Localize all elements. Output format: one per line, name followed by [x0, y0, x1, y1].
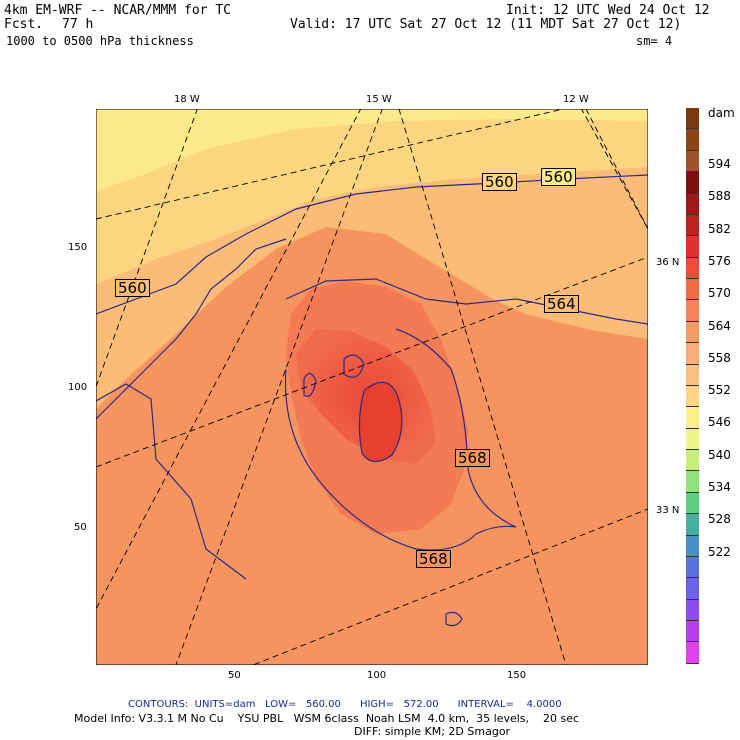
colorbar-segment [686, 300, 699, 322]
forecast-hours: 77 h [62, 17, 94, 32]
fill-558 [96, 109, 648, 191]
colorbar-segment [686, 385, 699, 408]
contour-label-560-b: 560 [541, 168, 576, 186]
colorbar-label: 552 [708, 383, 731, 398]
thickness-map [96, 109, 648, 665]
colorbar-unit: dam [708, 106, 735, 120]
colorbar-segment [686, 428, 699, 450]
x-tick-150: 150 [507, 670, 527, 681]
contour-label-560-c: 560 [115, 279, 150, 297]
colorbar-segment [686, 214, 699, 237]
field-name: 1000 to 0500 hPa thickness [6, 34, 194, 48]
contour-572-c [303, 372, 317, 397]
x-tick-100: 100 [367, 670, 387, 681]
colorbar-segment [686, 407, 699, 429]
colorbar-label: 576 [708, 253, 731, 268]
colorbar-label: 528 [708, 512, 731, 527]
fill-560 [96, 109, 648, 284]
contour-small [445, 611, 463, 627]
contour-572-b [358, 381, 403, 463]
colorbar-label: 570 [708, 286, 731, 301]
contour-560-north [96, 174, 648, 315]
lon-label-15w: 15 W [366, 94, 392, 105]
lon-label-12w: 12 W [563, 94, 589, 105]
lat-label-33n: 33 N [656, 505, 680, 516]
colorbar-segment [686, 450, 699, 472]
contour-label-568-a: 568 [455, 449, 490, 467]
contour-label-568-b: 568 [416, 550, 451, 568]
colorbar-label: 558 [708, 350, 731, 365]
model-title: 4km EM-WRF -- NCAR/MMM for TC [4, 3, 231, 18]
colorbar-segment [686, 343, 699, 365]
y-tick-150: 150 [68, 242, 88, 253]
gridline-lat-north [96, 109, 566, 220]
colorbar-label: 546 [708, 415, 731, 430]
colorbar-segment [686, 556, 699, 579]
gridline-lon-18w-b [96, 109, 362, 610]
lat-lon-grid [96, 109, 648, 665]
colorbar-segment [686, 535, 699, 557]
colorbar-segment [686, 129, 699, 151]
colorbar-segment [686, 150, 699, 173]
lon-label-18w: 18 W [174, 94, 200, 105]
colorbar-segment [686, 172, 699, 194]
fill-572-center [359, 381, 402, 462]
colorbar-label: 522 [708, 544, 731, 559]
thickness-contours [96, 174, 648, 627]
gridline-lon-18w [175, 109, 383, 665]
colorbar-label: 534 [708, 480, 731, 494]
smoothing-setting: sm= 4 [636, 34, 673, 48]
gridline-lat-36n [96, 256, 648, 468]
contour-560-inner [96, 383, 247, 580]
colorbar-segment [686, 108, 699, 130]
diffusion-info: DIFF: simple KM; 2D Smagor [354, 725, 511, 738]
init-time: Init: 12 UTC Wed 24 Oct 12 [506, 3, 710, 18]
contours-info: CONTOURS: UNITS=dam LOW= 560.00 HIGH= 57… [128, 699, 562, 710]
contour-label-564: 564 [544, 295, 579, 313]
colorbar-segment [686, 621, 699, 643]
model-info: Model Info: V3.3.1 M No Cu YSU PBL WSM 6… [74, 712, 580, 725]
y-tick-50: 50 [74, 522, 87, 533]
colorbar-label: 540 [708, 447, 731, 462]
colorbar-segment [686, 257, 699, 279]
colorbar-segment [686, 599, 699, 621]
gridline-lon-west [96, 109, 198, 388]
gridline-lon-12w-b [585, 109, 648, 230]
lat-label-36n: 36 N [656, 257, 680, 268]
gridline-lat-33n [251, 508, 648, 665]
colorbar-segment [686, 364, 699, 386]
colorbar-segment [686, 193, 699, 215]
colorbar-segment [686, 236, 699, 258]
colorbar-segment [686, 321, 699, 344]
x-tick-50: 50 [228, 670, 241, 681]
gridline-lon-15w [398, 109, 567, 665]
forecast-label: Fcst. [4, 17, 44, 32]
colorbar-label: 594 [708, 157, 731, 171]
colorbar-segment [686, 514, 699, 536]
contour-label-560-a: 560 [482, 173, 517, 191]
colorbar-label: 564 [708, 318, 731, 333]
colorbar-segment [686, 642, 699, 664]
contour-560-west [96, 238, 287, 420]
valid-time: Valid: 17 UTC Sat 27 Oct 12 (11 MDT Sat … [290, 17, 682, 32]
contour-568 [284, 328, 517, 551]
contour-572-a [343, 354, 365, 378]
colorbar-label: 588 [708, 189, 731, 204]
y-tick-100: 100 [68, 382, 88, 393]
contour-564 [285, 278, 648, 325]
colorbar-segment [686, 279, 699, 301]
colorbar [686, 108, 699, 664]
gridline-lon-12w [581, 109, 648, 230]
colorbar-segment [686, 492, 699, 515]
colorbar-label: 582 [708, 221, 731, 236]
colorbar-segment [686, 578, 699, 600]
colorbar-segment [686, 471, 699, 493]
